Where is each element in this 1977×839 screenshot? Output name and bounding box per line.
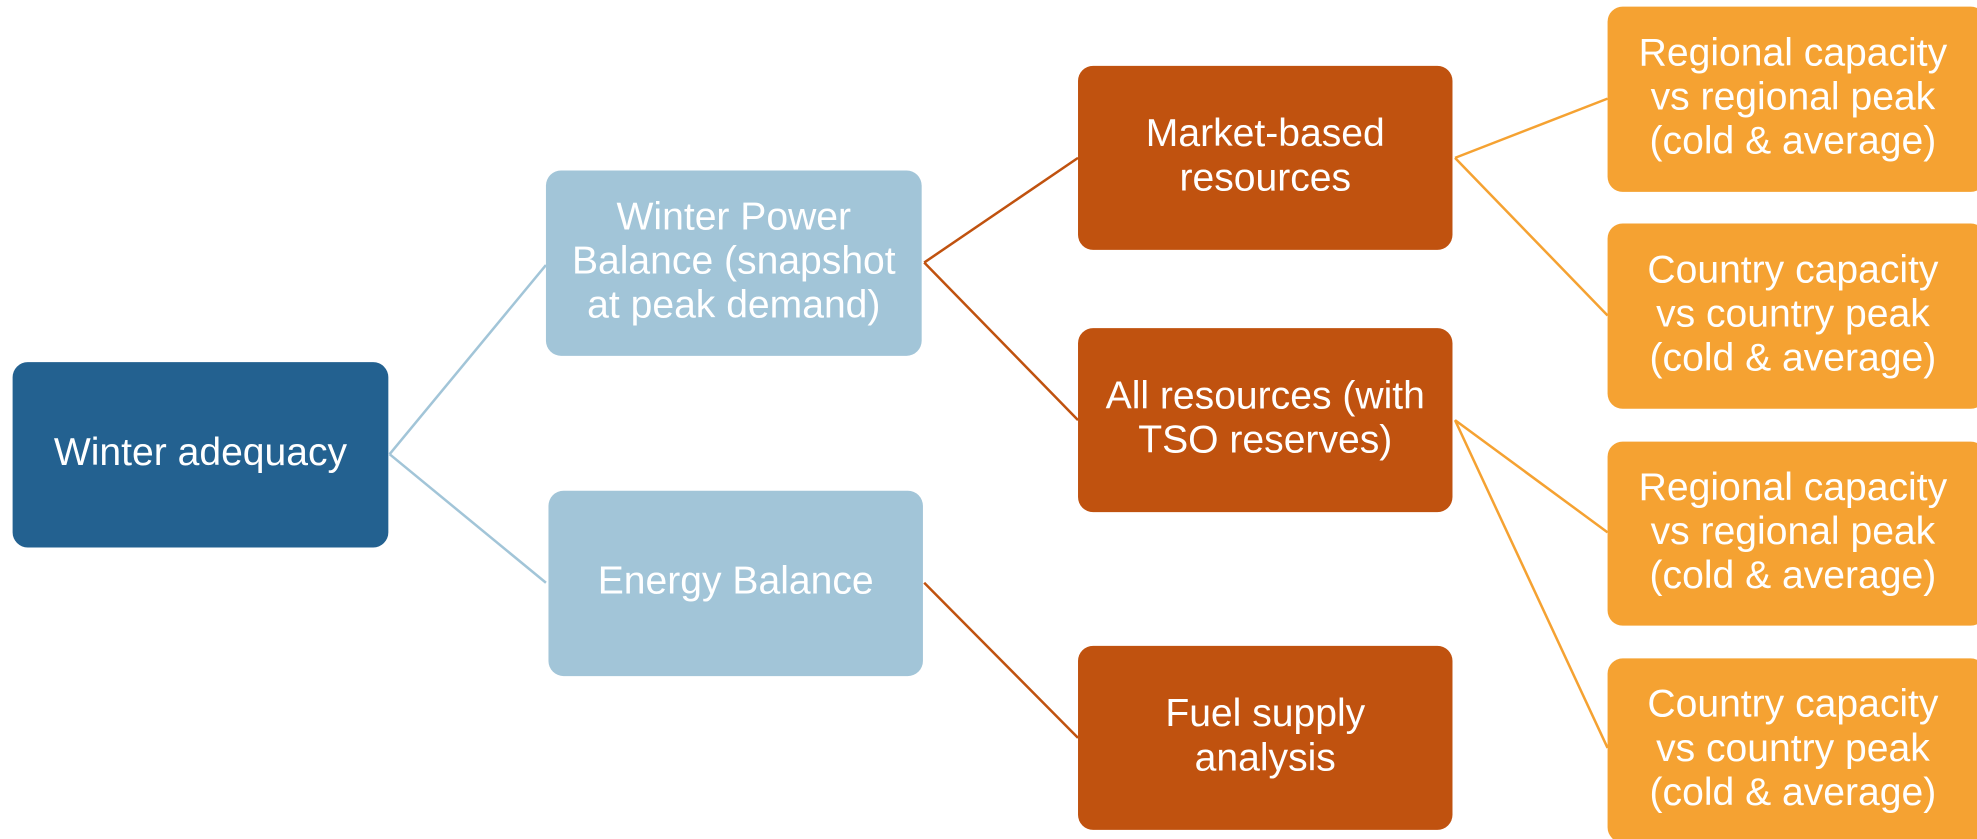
node-label: TSO reserves) <box>1138 419 1392 462</box>
node-label: at peak demand) <box>587 284 880 327</box>
node-box <box>1607 6 1977 192</box>
node-label: Country capacity <box>1647 248 1939 291</box>
node-label: Balance (snapshot <box>572 239 896 282</box>
node-label: (cold & average) <box>1650 554 1937 597</box>
node-box <box>1607 441 1977 626</box>
node-label: vs regional peak <box>1651 510 1936 553</box>
node-label: Winter adequacy <box>54 431 348 474</box>
node-label: (cold & average) <box>1650 337 1937 380</box>
node-label: Winter Power <box>617 195 852 238</box>
node-box <box>1078 65 1453 250</box>
node-label: vs country peak <box>1656 292 1930 335</box>
node-box <box>1078 328 1453 513</box>
node-box <box>545 170 922 356</box>
node: Energy Balance <box>548 490 923 677</box>
connectors <box>388 97 1609 749</box>
node: Winter adequacy <box>12 362 389 548</box>
node-label: Fuel supply <box>1165 692 1365 735</box>
connector <box>388 264 547 584</box>
node-label: analysis <box>1195 736 1336 779</box>
node-label: Market-based <box>1146 112 1385 155</box>
node-label: (cold & average) <box>1650 771 1937 814</box>
node-label: Regional capacity <box>1639 31 1948 74</box>
connector <box>923 156 1079 739</box>
node-box <box>1607 658 1977 839</box>
node-box <box>12 362 389 548</box>
node-label: Country capacity <box>1647 683 1939 726</box>
node-label: vs regional peak <box>1651 76 1936 119</box>
node-label: resources <box>1179 156 1351 199</box>
connector <box>1453 97 1609 749</box>
node-label: Regional capacity <box>1639 466 1948 509</box>
node-label: All resources (with <box>1106 374 1425 417</box>
node-box <box>1607 223 1977 409</box>
node-box <box>1078 645 1453 830</box>
node-box <box>548 490 923 677</box>
node-label: vs country peak <box>1656 727 1930 770</box>
node-label: (cold & average) <box>1650 120 1937 163</box>
node-label: Energy Balance <box>598 560 874 603</box>
